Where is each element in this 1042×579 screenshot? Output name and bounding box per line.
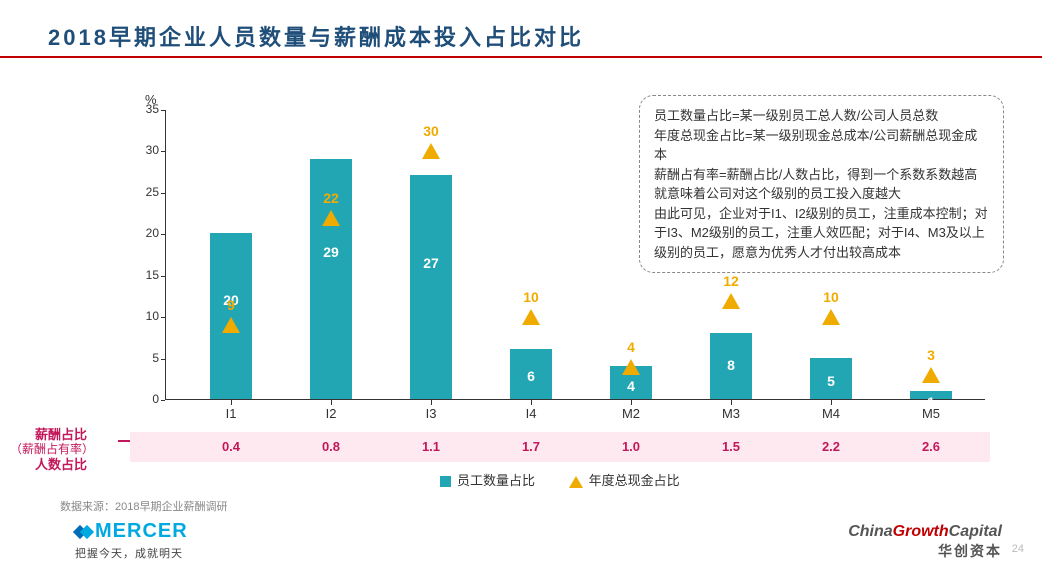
bar-value-label: 27: [410, 255, 452, 271]
bar-value-label: 4: [610, 378, 652, 394]
x-tick-label: I4: [501, 406, 561, 421]
x-tick-label: M3: [701, 406, 761, 421]
mercer-logo-icon: [75, 520, 89, 543]
triangle-value-label: 12: [716, 273, 746, 289]
triangle-marker: [322, 210, 340, 226]
x-tick-mark: [531, 400, 532, 405]
y-tick-mark: [161, 276, 165, 277]
triangle-marker: [822, 309, 840, 325]
triangle-marker: [922, 367, 940, 383]
ratio-value: 0.8: [301, 439, 361, 454]
info-line: 年度总现金占比=某一级别现金总成本/公司薪酬总现金成本: [654, 126, 989, 165]
slide-title: 2018早期企业人员数量与薪酬成本投入占比对比: [48, 20, 584, 52]
triangle-value-label: 9: [216, 297, 246, 313]
x-axis: [165, 399, 985, 400]
ratio-side-label: （薪酬占有率）: [10, 440, 94, 457]
y-axis: [165, 110, 166, 400]
ratio-value: 2.6: [901, 439, 961, 454]
x-tick-label: I3: [401, 406, 461, 421]
x-tick-mark: [831, 400, 832, 405]
triangle-marker: [522, 309, 540, 325]
cgc-logo-text: ChinaGrowthCapital: [848, 523, 1002, 541]
y-tick-mark: [161, 234, 165, 235]
triangle-marker: [622, 359, 640, 375]
x-tick-mark: [731, 400, 732, 405]
mercer-logo: MERCER: [75, 520, 188, 543]
info-line: 员工数量占比=某一级别员工总人数/公司人员总数: [654, 106, 989, 126]
y-tick-label: 25: [135, 185, 159, 199]
x-tick-label: I2: [301, 406, 361, 421]
x-tick-label: M2: [601, 406, 661, 421]
triangle-marker: [222, 317, 240, 333]
x-tick-mark: [231, 400, 232, 405]
source-note: 数据来源：2018早期企业薪酬调研: [60, 498, 227, 514]
triangle-value-label: 30: [416, 123, 446, 139]
mercer-tagline: 把握今天，成就明天: [75, 545, 188, 561]
bar-value-label: 1: [910, 394, 952, 410]
y-tick-mark: [161, 400, 165, 401]
legend-triangle-label: 年度总现金占比: [589, 473, 680, 488]
bar-value-label: 8: [710, 357, 752, 373]
ratio-value: 1.1: [401, 439, 461, 454]
bar-value-label: 29: [310, 244, 352, 260]
bar: [210, 233, 252, 399]
y-tick-mark: [161, 110, 165, 111]
bar: [410, 175, 452, 399]
x-tick-mark: [331, 400, 332, 405]
triangle-value-label: 22: [316, 190, 346, 206]
bar-value-label: 5: [810, 373, 852, 389]
triangle-value-label: 10: [516, 289, 546, 305]
title-underline: [0, 56, 1042, 58]
x-tick-mark: [431, 400, 432, 405]
y-tick-label: 0: [135, 392, 159, 406]
ratio-value: 1.5: [701, 439, 761, 454]
triangle-marker: [722, 293, 740, 309]
y-tick-label: 15: [135, 268, 159, 282]
page-number: 24: [1012, 543, 1024, 555]
footer-right: ChinaGrowthCapital 华创资本: [848, 523, 1002, 561]
x-tick-mark: [631, 400, 632, 405]
cgc-logo-cn: 华创资本: [848, 541, 1002, 561]
x-tick-label: I1: [201, 406, 261, 421]
info-line: 由此可见，企业对于I1、I2级别的员工，注重成本控制；对于I3、M2级别的员工，…: [654, 204, 989, 263]
footer-left: MERCER 把握今天，成就明天: [75, 520, 188, 561]
legend-triangle-swatch: [569, 476, 583, 488]
triangle-value-label: 10: [816, 289, 846, 305]
y-tick-mark: [161, 151, 165, 152]
y-tick-label: 30: [135, 143, 159, 157]
bar-value-label: 6: [510, 368, 552, 384]
ratio-value: 1.7: [501, 439, 561, 454]
legend-bar-swatch: [440, 476, 451, 487]
y-tick-label: 20: [135, 226, 159, 240]
triangle-value-label: 4: [616, 339, 646, 355]
ratio-value: 2.2: [801, 439, 861, 454]
info-box: 员工数量占比=某一级别员工总人数/公司人员总数年度总现金占比=某一级别现金总成本…: [639, 95, 1004, 273]
ratio-value: 0.4: [201, 439, 261, 454]
chart-legend: 员工数量占比 年度总现金占比: [440, 470, 680, 489]
y-tick-label: 5: [135, 351, 159, 365]
ratio-row: 0.4 0.8 1.1 1.7 1.0 1.5 2.2 2.6: [130, 432, 990, 462]
x-tick-label: M4: [801, 406, 861, 421]
mercer-logo-text: MERCER: [95, 520, 188, 542]
triangle-value-label: 3: [916, 347, 946, 363]
y-tick-label: 35: [135, 102, 159, 116]
y-tick-mark: [161, 317, 165, 318]
y-tick-mark: [161, 193, 165, 194]
y-tick-label: 10: [135, 309, 159, 323]
triangle-marker: [422, 143, 440, 159]
ratio-value: 1.0: [601, 439, 661, 454]
y-tick-mark: [161, 359, 165, 360]
legend-bar-label: 员工数量占比: [457, 473, 535, 488]
info-line: 薪酬占有率=薪酬占比/人数占比，得到一个系数系数越高就意味着公司对这个级别的员工…: [654, 165, 989, 204]
